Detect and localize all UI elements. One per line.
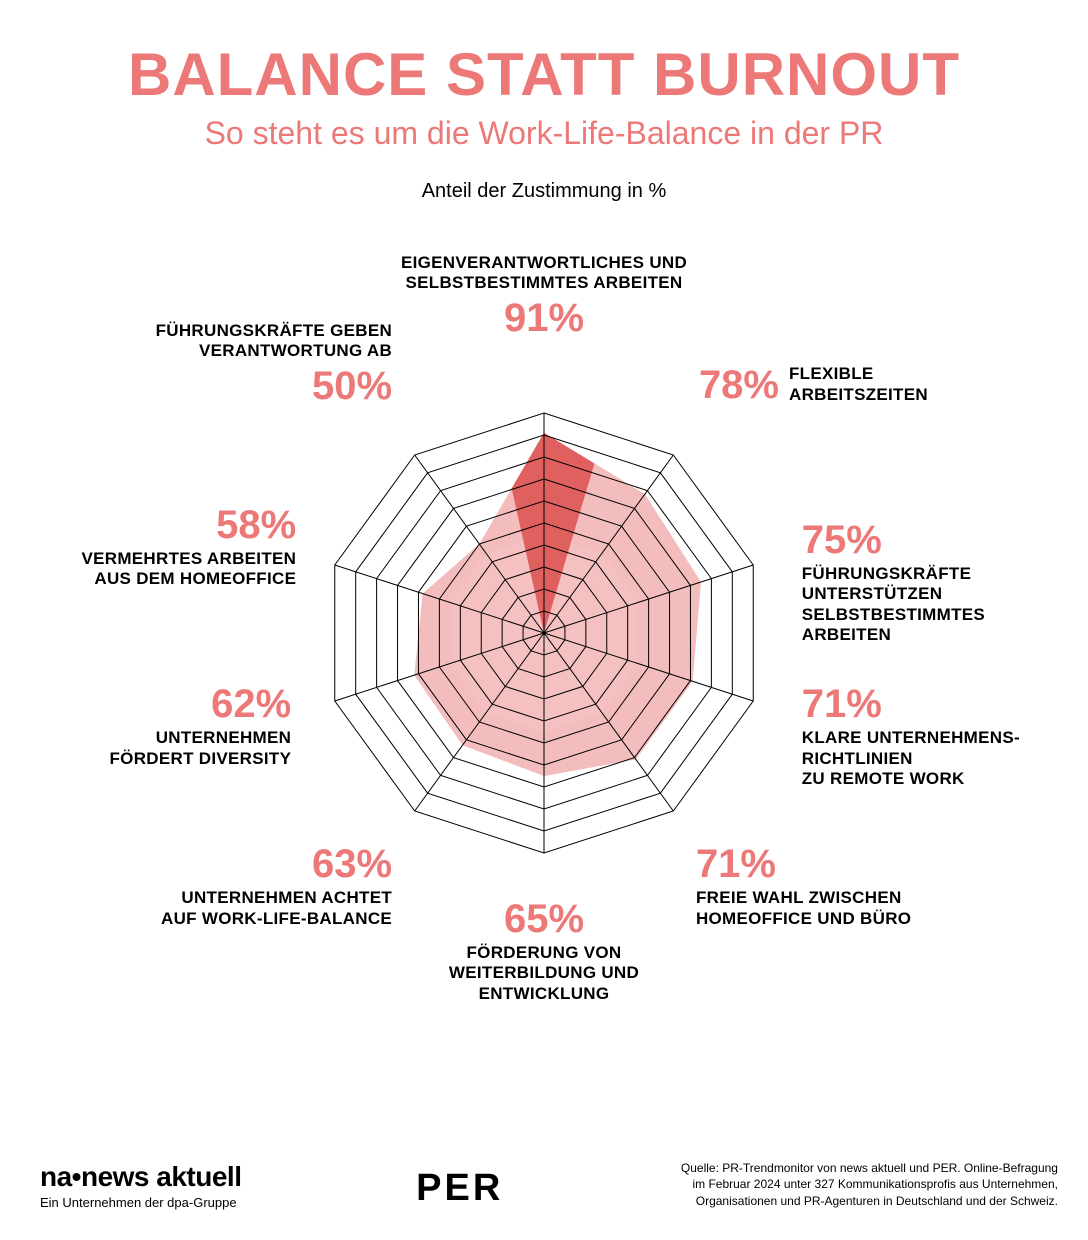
- axis-label-3: 71%KLARE UNTERNEHMENS-RICHTLINIENZU REMO…: [802, 680, 1032, 789]
- axis-value: 91%: [394, 294, 694, 342]
- axis-text: FREIE WAHL ZWISCHENHOMEOFFICE UND BÜRO: [696, 888, 936, 929]
- axis-label-8: 58%VERMEHRTES ARBEITENAUS DEM HOMEOFFICE: [76, 501, 296, 590]
- axis-value: 50%: [132, 362, 392, 410]
- na-logo-sub: Ein Unternehmen der dpa-Gruppe: [40, 1195, 242, 1210]
- axis-text: FLEXIBLEARBEITSZEITEN: [789, 364, 928, 405]
- axis-text: UNTERNEHMEN ACHTETAUF WORK-LIFE-BALANCE: [152, 888, 392, 929]
- axis-value: 62%: [91, 680, 291, 728]
- axis-value: 75%: [802, 516, 1022, 564]
- unit-label: Anteil der Zustimmung in %: [0, 180, 1088, 203]
- axis-label-1: 78%FLEXIBLEARBEITSZEITEN: [699, 361, 899, 409]
- radar-chart: EIGENVERANTWORTLICHES UNDSELBSTBESTIMMTE…: [0, 213, 1088, 993]
- per-logo: PER: [416, 1167, 503, 1210]
- axis-text: FÖRDERUNG VONWEITERBILDUNG UNDENTWICKLUN…: [414, 943, 674, 1004]
- axis-label-5: 65%FÖRDERUNG VONWEITERBILDUNG UNDENTWICK…: [414, 895, 674, 1004]
- axis-label-6: 63%UNTERNEHMEN ACHTETAUF WORK-LIFE-BALAN…: [152, 840, 392, 929]
- axis-value: 63%: [152, 840, 392, 888]
- axis-text: FÜHRUNGSKRÄFTEUNTERSTÜTZENSELBSTBESTIMMT…: [802, 564, 1022, 646]
- footer: na•news aktuell Ein Unternehmen der dpa-…: [0, 1160, 1088, 1210]
- credit-text: Quelle: PR-Trendmonitor von news aktuell…: [678, 1160, 1058, 1210]
- axis-text: FÜHRUNGSKRÄFTE GEBENVERANTWORTUNG AB: [132, 321, 392, 362]
- na-logo-main: na•news aktuell: [40, 1161, 242, 1193]
- axis-label-4: 71%FREIE WAHL ZWISCHENHOMEOFFICE UND BÜR…: [696, 840, 936, 929]
- axis-value: 65%: [414, 895, 674, 943]
- axis-label-0: EIGENVERANTWORTLICHES UNDSELBSTBESTIMMTE…: [394, 253, 694, 342]
- page-title: BALANCE STATT BURNOUT: [0, 40, 1088, 109]
- axis-label-2: 75%FÜHRUNGSKRÄFTEUNTERSTÜTZENSELBSTBESTI…: [802, 516, 1022, 646]
- axis-text: UNTERNEHMENFÖRDERT DIVERSITY: [91, 728, 291, 769]
- axis-text: KLARE UNTERNEHMENS-RICHTLINIENZU REMOTE …: [802, 728, 1032, 789]
- page-subtitle: So steht es um die Work-Life-Balance in …: [0, 115, 1088, 152]
- news-aktuell-logo: na•news aktuell Ein Unternehmen der dpa-…: [40, 1161, 242, 1210]
- axis-text: EIGENVERANTWORTLICHES UNDSELBSTBESTIMMTE…: [394, 253, 694, 294]
- axis-value: 71%: [802, 680, 1032, 728]
- axis-label-9: FÜHRUNGSKRÄFTE GEBENVERANTWORTUNG AB50%: [132, 321, 392, 410]
- axis-value: 71%: [696, 840, 936, 888]
- axis-label-7: 62%UNTERNEHMENFÖRDERT DIVERSITY: [91, 680, 291, 769]
- axis-value: 78%: [699, 361, 779, 409]
